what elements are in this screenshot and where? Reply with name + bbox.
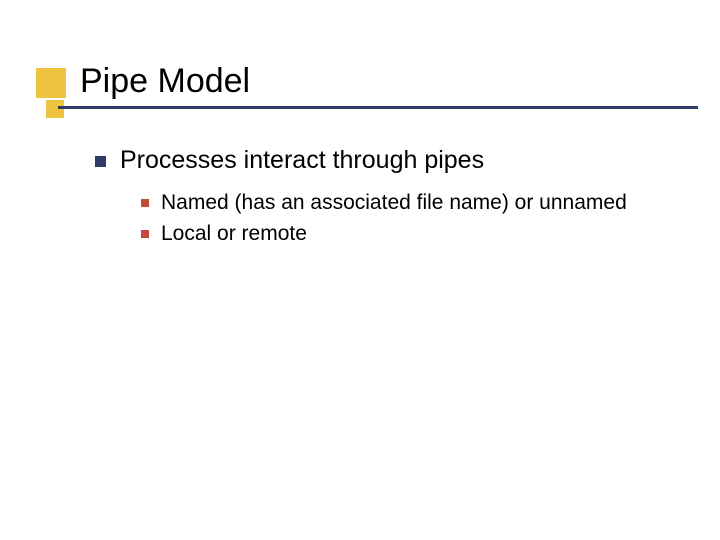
slide: Pipe Model Processes interact through pi… (0, 0, 720, 540)
bullet-square-icon (141, 230, 149, 238)
slide-title: Pipe Model (80, 62, 250, 101)
list-item-text: Processes interact through pipes (120, 145, 484, 176)
accent-box-small (46, 100, 64, 118)
list-item: Local or remote (141, 221, 660, 247)
list-item: Named (has an associated file name) or u… (141, 190, 660, 216)
list-item-text: Local or remote (161, 221, 307, 247)
list-item-text: Named (has an associated file name) or u… (161, 190, 627, 216)
bullet-square-icon (141, 199, 149, 207)
slide-body: Processes interact through pipes Named (… (95, 145, 660, 259)
accent-box-large (36, 68, 66, 98)
sub-list: Named (has an associated file name) or u… (141, 190, 660, 247)
list-item: Processes interact through pipes Named (… (95, 145, 660, 247)
bullet-square-icon (95, 156, 106, 167)
title-underline (58, 106, 698, 109)
